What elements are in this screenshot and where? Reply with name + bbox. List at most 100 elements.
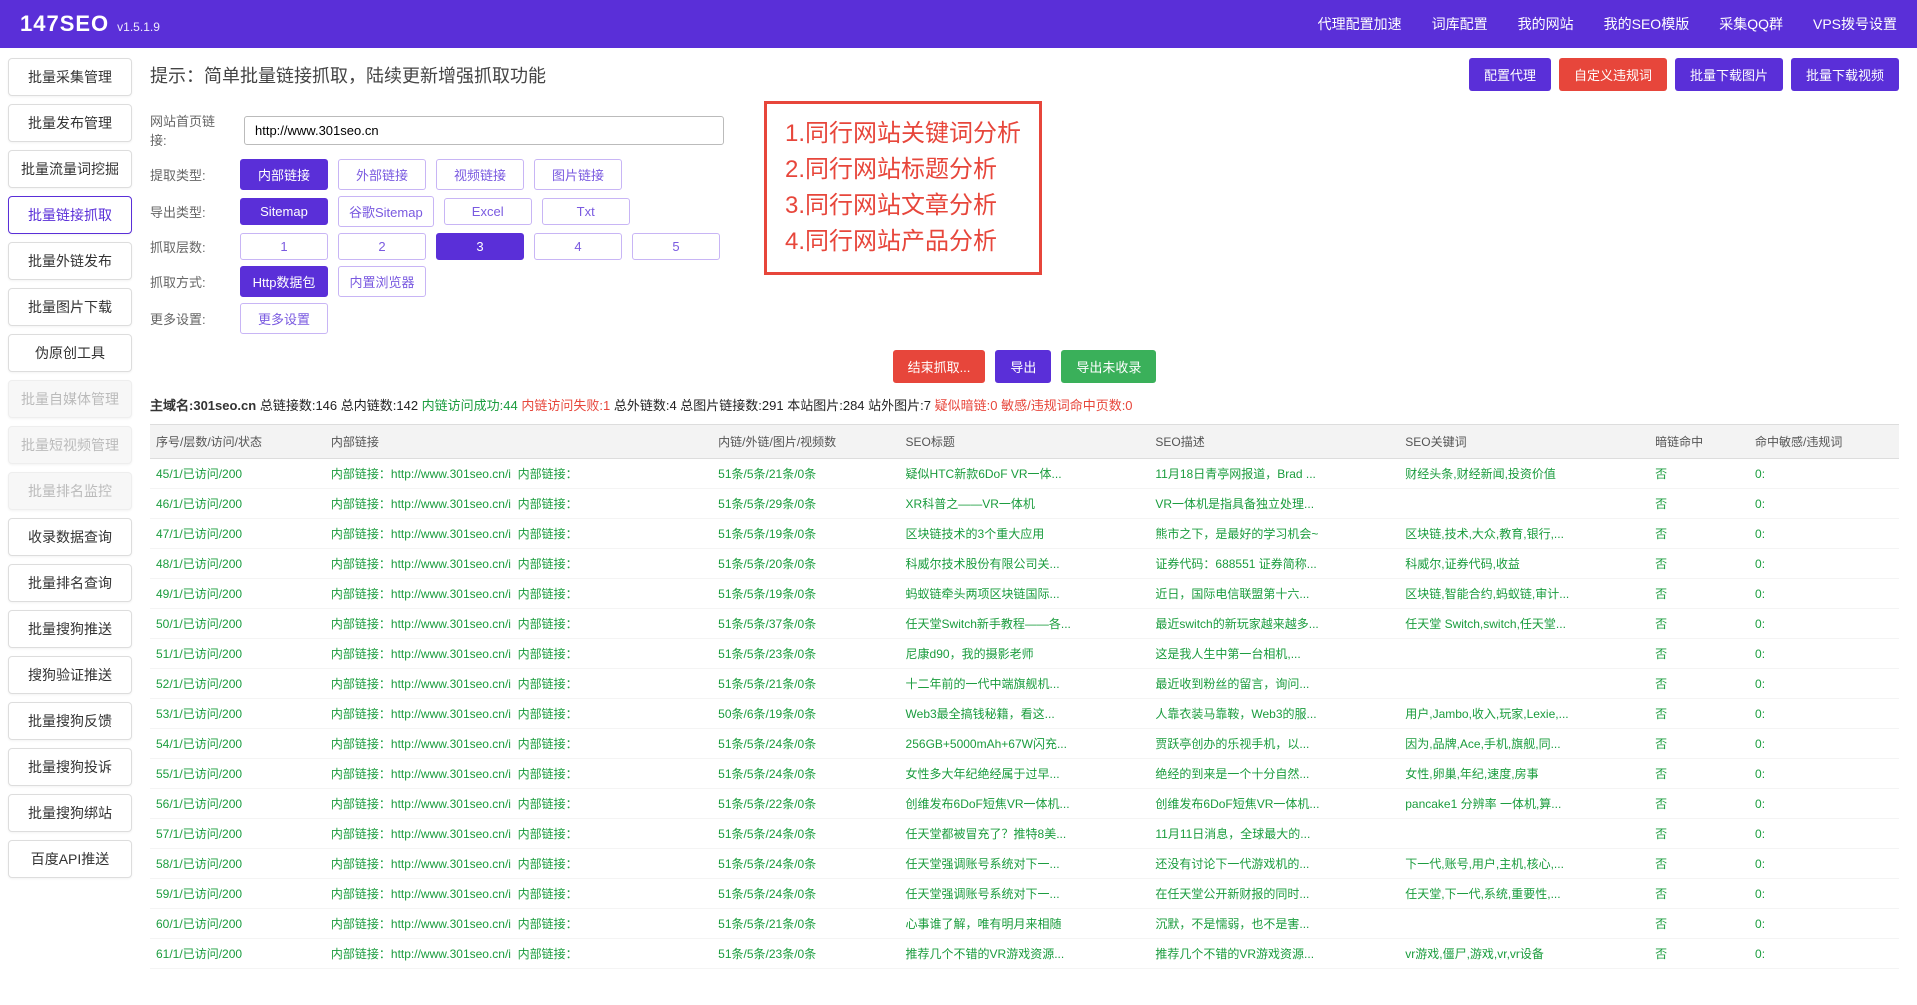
- topnav-item[interactable]: 代理配置加速: [1318, 14, 1402, 34]
- topnav-item[interactable]: VPS拨号设置: [1813, 14, 1897, 34]
- sidebar-item[interactable]: 搜狗验证推送: [8, 656, 132, 694]
- table-row: 50/1/已访问/200内部链接：http://www.301seo.cn/i …: [150, 609, 1899, 639]
- option-pill[interactable]: 1: [240, 233, 328, 260]
- analysis-line: 1.同行网站关键词分析: [785, 116, 1021, 152]
- option-row-label: 抓取层数:: [150, 237, 230, 256]
- analysis-callout-box: 1.同行网站关键词分析2.同行网站标题分析3.同行网站文章分析4.同行网站产品分…: [764, 101, 1042, 275]
- sidebar-item[interactable]: 伪原创工具: [8, 334, 132, 372]
- sidebar-item[interactable]: 批量采集管理: [8, 58, 132, 96]
- stat-item: 疑似暗链:0: [931, 398, 997, 413]
- option-row-label: 提取类型:: [150, 165, 230, 184]
- table-column-header: SEO描述: [1149, 425, 1399, 459]
- sidebar-item: 批量短视频管理: [8, 426, 132, 464]
- sidebar-item[interactable]: 批量外链发布: [8, 242, 132, 280]
- download-images-button[interactable]: 批量下载图片: [1675, 58, 1783, 91]
- option-pill[interactable]: 3: [436, 233, 524, 260]
- topnav-item[interactable]: 采集QQ群: [1719, 14, 1783, 34]
- stat-item: 总链接数:146: [256, 398, 337, 413]
- option-pill[interactable]: 外部链接: [338, 159, 426, 190]
- table-row: 55/1/已访问/200内部链接：http://www.301seo.cn/i …: [150, 759, 1899, 789]
- sidebar-item[interactable]: 批量搜狗推送: [8, 610, 132, 648]
- sidebar-item[interactable]: 收录数据查询: [8, 518, 132, 556]
- sidebar-item: 批量排名监控: [8, 472, 132, 510]
- config-proxy-button[interactable]: 配置代理: [1469, 58, 1551, 91]
- table-row: 51/1/已访问/200内部链接：http://www.301seo.cn/i …: [150, 639, 1899, 669]
- brand-version: v1.5.1.9: [117, 20, 160, 34]
- table-column-header: 序号/层数/访问/状态: [150, 425, 325, 459]
- sidebar-item[interactable]: 批量搜狗绑站: [8, 794, 132, 832]
- stat-item: 总图片链接数:291: [677, 398, 784, 413]
- download-videos-button[interactable]: 批量下载视频: [1791, 58, 1899, 91]
- table-column-header: SEO关键词: [1399, 425, 1649, 459]
- stat-item: 内链访问成功:44: [418, 398, 518, 413]
- table-header-row: 序号/层数/访问/状态内部链接内链/外链/图片/视频数SEO标题SEO描述SEO…: [150, 425, 1899, 459]
- topnav-item[interactable]: 我的网站: [1518, 14, 1574, 34]
- table-column-header: 内部链接: [325, 425, 712, 459]
- table-row: 48/1/已访问/200内部链接：http://www.301seo.cn/i …: [150, 549, 1899, 579]
- sidebar-item[interactable]: 批量排名查询: [8, 564, 132, 602]
- table-row: 56/1/已访问/200内部链接：http://www.301seo.cn/i …: [150, 789, 1899, 819]
- stats-line: 主域名:301seo.cn 总链接数:146 总内链数:142 内链访问成功:4…: [150, 395, 1899, 414]
- main-panel: 提示：简单批量链接抓取，陆续更新增强抓取功能 配置代理 自定义违规词 批量下载图…: [140, 48, 1917, 969]
- topnav-item[interactable]: 词库配置: [1432, 14, 1488, 34]
- export-button[interactable]: 导出: [995, 350, 1051, 383]
- option-pill[interactable]: 内置浏览器: [338, 266, 426, 297]
- analysis-line: 4.同行网站产品分析: [785, 224, 1021, 260]
- option-pill[interactable]: Sitemap: [240, 198, 328, 225]
- option-pill[interactable]: Txt: [542, 198, 630, 225]
- table-column-header: 命中敏感/违规词: [1749, 425, 1899, 459]
- results-table: 序号/层数/访问/状态内部链接内链/外链/图片/视频数SEO标题SEO描述SEO…: [150, 424, 1899, 969]
- sidebar: 批量采集管理批量发布管理批量流量词挖掘批量链接抓取批量外链发布批量图片下载伪原创…: [0, 48, 140, 969]
- option-pill[interactable]: 内部链接: [240, 159, 328, 190]
- option-pill[interactable]: 2: [338, 233, 426, 260]
- option-row-label: 更多设置:: [150, 309, 230, 328]
- option-pill[interactable]: 视频链接: [436, 159, 524, 190]
- export-unindexed-button[interactable]: 导出未收录: [1061, 350, 1156, 383]
- table-row: 57/1/已访问/200内部链接：http://www.301seo.cn/i …: [150, 819, 1899, 849]
- option-pill[interactable]: Excel: [444, 198, 532, 225]
- table-row: 52/1/已访问/200内部链接：http://www.301seo.cn/i …: [150, 669, 1899, 699]
- table-row: 49/1/已访问/200内部链接：http://www.301seo.cn/i …: [150, 579, 1899, 609]
- table-column-header: SEO标题: [900, 425, 1150, 459]
- sidebar-item[interactable]: 批量发布管理: [8, 104, 132, 142]
- action-buttons-row: 结束抓取... 导出 导出未收录: [150, 350, 1899, 383]
- stat-item: 本站图片:284: [784, 398, 865, 413]
- sidebar-item[interactable]: 百度API推送: [8, 840, 132, 878]
- analysis-line: 2.同行网站标题分析: [785, 152, 1021, 188]
- brand-block: 147SEO v1.5.1.9: [20, 11, 160, 37]
- analysis-line: 3.同行网站文章分析: [785, 188, 1021, 224]
- option-pill[interactable]: 图片链接: [534, 159, 622, 190]
- table-row: 61/1/已访问/200内部链接：http://www.301seo.cn/i …: [150, 939, 1899, 969]
- sidebar-item[interactable]: 批量流量词挖掘: [8, 150, 132, 188]
- stop-crawl-button[interactable]: 结束抓取...: [893, 350, 986, 383]
- url-row: 网站首页链接:: [150, 111, 724, 149]
- option-pill[interactable]: 谷歌Sitemap: [338, 196, 434, 227]
- sidebar-item[interactable]: 批量链接抓取: [8, 196, 132, 234]
- table-row: 54/1/已访问/200内部链接：http://www.301seo.cn/i …: [150, 729, 1899, 759]
- sidebar-item[interactable]: 批量搜狗投诉: [8, 748, 132, 786]
- stat-item: 总内链数:142: [337, 398, 418, 413]
- option-row-label: 导出类型:: [150, 202, 230, 221]
- stat-item: 总外链数:4: [610, 398, 676, 413]
- option-pill[interactable]: Http数据包: [240, 266, 328, 297]
- table-row: 58/1/已访问/200内部链接：http://www.301seo.cn/i …: [150, 849, 1899, 879]
- table-row: 59/1/已访问/200内部链接：http://www.301seo.cn/i …: [150, 879, 1899, 909]
- top-nav: 代理配置加速 词库配置 我的网站 我的SEO模版 采集QQ群 VPS拨号设置: [1318, 14, 1897, 34]
- option-pill[interactable]: 5: [632, 233, 720, 260]
- topnav-item[interactable]: 我的SEO模版: [1604, 14, 1690, 34]
- table-column-header: 暗链命中: [1649, 425, 1749, 459]
- table-row: 47/1/已访问/200内部链接：http://www.301seo.cn/i …: [150, 519, 1899, 549]
- homepage-url-input[interactable]: [244, 116, 724, 145]
- custom-violation-button[interactable]: 自定义违规词: [1559, 58, 1667, 91]
- option-pill[interactable]: 更多设置: [240, 303, 328, 334]
- table-row: 60/1/已访问/200内部链接：http://www.301seo.cn/i …: [150, 909, 1899, 939]
- option-pill[interactable]: 4: [534, 233, 622, 260]
- table-row: 45/1/已访问/200内部链接：http://www.301seo.cn/i …: [150, 459, 1899, 489]
- sidebar-item[interactable]: 批量搜狗反馈: [8, 702, 132, 740]
- sidebar-item[interactable]: 批量图片下载: [8, 288, 132, 326]
- url-label: 网站首页链接:: [150, 111, 230, 149]
- table-row: 53/1/已访问/200内部链接：http://www.301seo.cn/i …: [150, 699, 1899, 729]
- brand-name: 147SEO: [20, 11, 109, 37]
- header-buttons: 配置代理 自定义违规词 批量下载图片 批量下载视频: [1469, 58, 1899, 91]
- option-row-label: 抓取方式:: [150, 272, 230, 291]
